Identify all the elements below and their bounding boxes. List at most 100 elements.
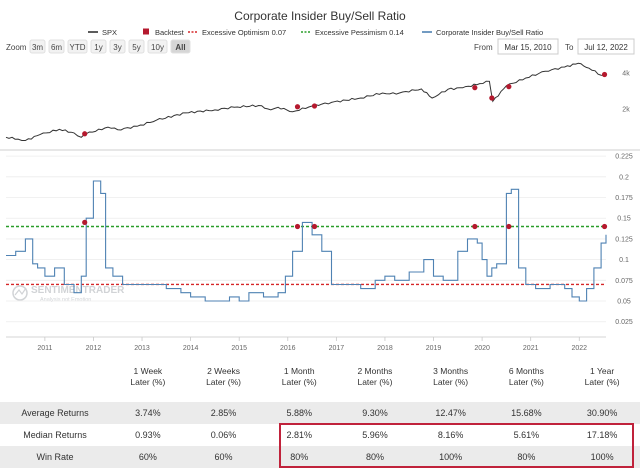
zoom-button-label: 10y	[151, 43, 164, 52]
table-cell: 30.90%	[564, 402, 640, 424]
chart-title: Corporate Insider Buy/Sell Ratio	[234, 9, 406, 23]
table-cell: 80%	[488, 446, 565, 468]
backtest-point-insider	[472, 223, 478, 230]
zoom-button-label: All	[175, 43, 185, 52]
row-label: Median Returns	[23, 430, 87, 440]
backtest-point-spx	[82, 131, 88, 137]
watermark-title: SENTIMENTRADER	[31, 285, 125, 296]
col-header: 3 Months Later (%)	[433, 366, 469, 387]
table-cell: 3.74%	[110, 402, 186, 424]
legend-label: Backtest	[155, 28, 185, 37]
date-range: From Mar 15, 2010 To Jul 12, 2022	[474, 38, 635, 55]
insider-ratio-line	[6, 180, 607, 302]
table-row-median: Median Returns 0.93% 0.06% 2.81% 5.96% 8…	[0, 424, 640, 446]
table-cell: 8.16%	[437, 430, 464, 440]
legend-label: Excessive Pessimism 0.14	[315, 28, 404, 37]
table-cell: 60%	[110, 446, 186, 468]
table-cell: 12.47%	[412, 402, 489, 424]
table-cell: 15.68%	[488, 402, 565, 424]
zoom-button-1y[interactable]	[90, 39, 107, 54]
zoom-button-label: 1y	[94, 43, 102, 52]
insider-tick-label: 0.175	[615, 195, 633, 202]
backtest-point-spx	[601, 71, 608, 78]
table-row-average: Average Returns 3.74% 2.85% 5.88% 9.30% …	[0, 402, 640, 424]
backtest-point-insider	[311, 223, 318, 230]
zoom-button-3m[interactable]	[29, 39, 46, 54]
watermark: SENTIMENTRADER Analysis not Emotion	[12, 285, 125, 303]
table-cell: 5.96%	[362, 430, 388, 440]
x-tick-label: 2012	[86, 345, 102, 352]
zoom-button-3y[interactable]	[109, 39, 126, 54]
legend-label: Excessive Optimism 0.07	[202, 28, 286, 37]
to-date-value: Jul 12, 2022	[584, 43, 628, 52]
table-cell: 5.61%	[513, 430, 540, 440]
table-row-winrate: Win Rate 60% 60% 80% 80% 100% 80% 100%	[0, 446, 640, 468]
stats-table: 1 Week Later (%) 2 Weeks Later (%) 1 Month…	[0, 364, 640, 468]
watermark-logo-icon	[12, 285, 28, 301]
table-cell: 2.85%	[185, 402, 262, 424]
insider-tick-label: 0.15	[617, 216, 631, 223]
from-label: From	[474, 43, 493, 52]
zoom-button-label: 3y	[113, 43, 121, 52]
zoom-button-10y[interactable]	[147, 39, 168, 54]
x-tick-label: 2013	[134, 345, 150, 352]
zoom-button-label: 3m	[32, 43, 43, 52]
x-tick-label: 2011	[37, 345, 52, 352]
x-tick-label: 2022	[571, 345, 587, 352]
spx-line	[5, 62, 607, 141]
col-header: 6 Months Later (%)	[508, 366, 544, 387]
x-tick-label: 2021	[523, 345, 539, 352]
insider-tick-label: 0.125	[615, 236, 633, 243]
to-label: To	[565, 43, 574, 52]
x-tick-label: 2014	[183, 345, 199, 352]
from-date-input[interactable]	[497, 38, 559, 55]
x-tick-label: 2017	[329, 345, 345, 352]
table-cell: 5.88%	[261, 402, 338, 424]
table-cell: 2.81%	[286, 430, 313, 440]
row-label: Win Rate	[0, 446, 110, 468]
insider-tick-label: 0.225	[615, 154, 633, 161]
col-header: 1 Week Later (%)	[130, 366, 166, 387]
insider-tick-label: 0.2	[619, 174, 629, 181]
col-header: 1 Month Later (%)	[281, 366, 317, 387]
col-header: 1 Year Later (%)	[584, 366, 620, 387]
zoom-button-6m[interactable]	[48, 39, 65, 54]
zoom-button-ytd[interactable]	[67, 39, 88, 54]
table-cell: 100%	[564, 446, 640, 468]
table-cell: 0.93%	[135, 430, 161, 440]
legend-label: SPX	[102, 28, 117, 37]
backtest-point-spx	[472, 85, 478, 91]
zoom-button-5y[interactable]	[128, 39, 145, 54]
x-tick-label: 2019	[426, 345, 442, 352]
backtest-point-insider	[82, 219, 88, 225]
chart: Corporate Insider Buy/Sell Ratio SPX Back…	[0, 9, 640, 352]
spx-tick-label: 4k	[622, 71, 630, 78]
backtest-point-spx	[311, 103, 318, 109]
backtest-point-spx	[489, 95, 495, 101]
from-date-value: Mar 15, 2010	[504, 43, 552, 52]
table-cell: 17.18%	[586, 430, 618, 440]
x-tick-label: 2020	[474, 345, 490, 352]
insider-tick-label: 0.075	[615, 278, 633, 285]
watermark-logo-mark	[14, 287, 27, 296]
table-cell: 80%	[337, 446, 413, 468]
table-cell: 100%	[412, 446, 489, 468]
zoom-button-label: YTD	[70, 43, 86, 52]
insider-tick-label: 0.1	[619, 257, 629, 264]
insider-tick-label: 0.025	[615, 319, 633, 326]
legend-swatch-square	[143, 28, 149, 35]
to-date-input[interactable]	[577, 38, 635, 55]
legend-label: Corporate Insider Buy/Sell Ratio	[436, 28, 543, 37]
zoom-button-label: 5y	[132, 43, 140, 52]
zoom-button-all[interactable]	[170, 39, 191, 54]
zoom-controls: Zoom 3m 6m YTD 1y 3y 5y 10y All	[6, 39, 191, 54]
corner-cell	[0, 364, 110, 402]
row-label: Average Returns	[0, 402, 110, 424]
zoom-button-label: 6m	[51, 43, 62, 52]
x-tick-label: 2016	[280, 345, 296, 352]
table-cell: 60%	[185, 446, 262, 468]
col-header: 2 Months Later (%)	[357, 366, 393, 387]
watermark-subtitle: Analysis not Emotion	[40, 297, 91, 303]
legend: SPX Backtest Excessive Optimism 0.07 Excess…	[88, 28, 543, 37]
table-cell: 0.06%	[210, 430, 237, 440]
